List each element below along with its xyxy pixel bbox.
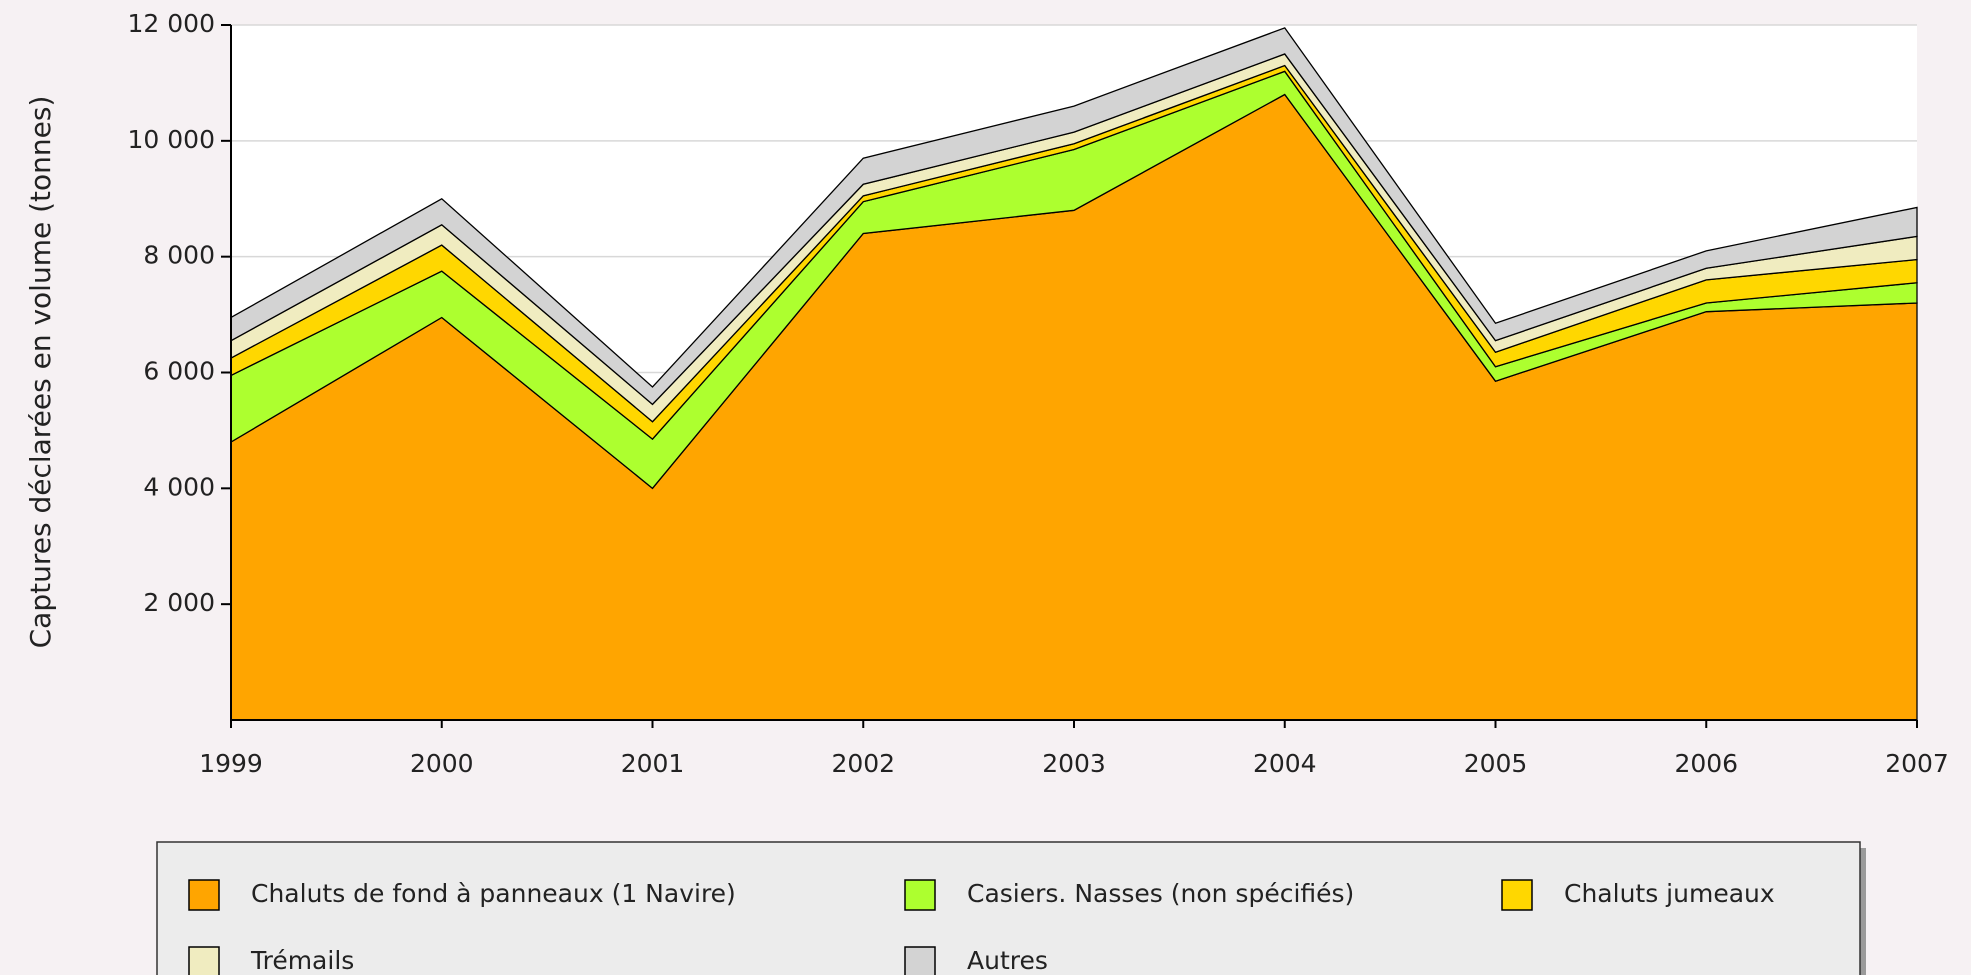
y-tick-label: 2 000 (143, 588, 215, 617)
x-tick-label: 2007 (1885, 749, 1949, 778)
y-tick-label: 10 000 (128, 125, 215, 154)
x-tick-label: 2006 (1674, 749, 1738, 778)
legend-swatch (1501, 879, 1533, 911)
legend-label: Trémails (250, 946, 354, 975)
y-tick-label: 4 000 (143, 472, 215, 501)
legend-label: Casiers. Nasses (non spécifiés) (967, 879, 1354, 908)
legend-label: Chaluts jumeaux (1564, 879, 1775, 908)
x-tick-label: 2000 (410, 749, 474, 778)
y-tick-label: 8 000 (143, 241, 215, 270)
area (230, 27, 1918, 406)
x-tick-label: 1999 (199, 749, 263, 778)
y-tick-label: 12 000 (128, 9, 215, 38)
legend-label: Chaluts de fond à panneaux (1 Navire) (251, 879, 736, 908)
y-axis-title: Captures déclarées en volume (tonnes) (24, 96, 57, 649)
legend-swatch (904, 879, 936, 911)
legend-label: Autres (967, 946, 1048, 975)
legend-swatch (188, 879, 220, 911)
legend-swatch (188, 946, 220, 975)
x-tick-label: 2003 (1042, 749, 1106, 778)
x-tick-label: 2002 (831, 749, 895, 778)
legend-swatch (904, 946, 936, 975)
x-tick-label: 2005 (1464, 749, 1528, 778)
x-tick-label: 2001 (621, 749, 685, 778)
x-tick-label: 2004 (1253, 749, 1317, 778)
y-tick-label: 6 000 (143, 357, 215, 386)
legend (156, 841, 1861, 975)
